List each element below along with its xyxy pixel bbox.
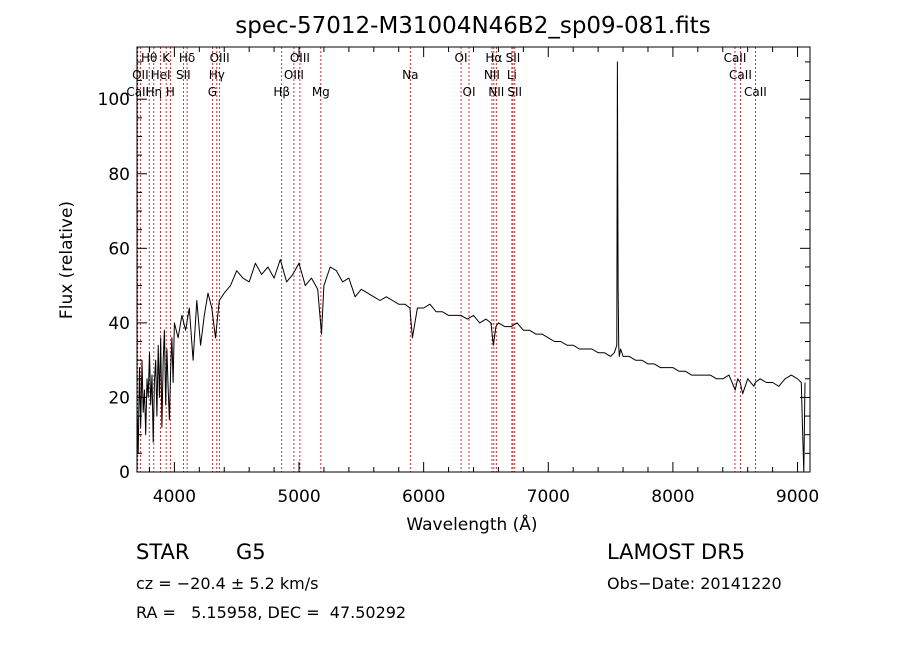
- spectral-line-label: Hγ: [209, 68, 225, 82]
- x-axis-ticks: 4000 5000 6000 7000 8000 9000: [148, 47, 819, 507]
- y-tick-label: 100: [98, 90, 130, 110]
- object-subclass: G5: [236, 540, 266, 564]
- y-tick-label: 80: [108, 165, 130, 185]
- spectral-line-label: SII: [507, 85, 522, 99]
- spectral-line-label: Hα: [485, 51, 502, 65]
- spectral-line-label: H: [166, 85, 175, 99]
- survey-name: LAMOST DR5: [607, 540, 746, 564]
- y-tick-label: 20: [108, 388, 130, 408]
- spectral-line-label: NII: [484, 68, 500, 82]
- spectral-line-label: G: [208, 85, 217, 99]
- y-axis-label: Flux (relative): [57, 201, 77, 319]
- spectral-line-label: OIII: [210, 51, 230, 65]
- spectral-line-markers: [137, 47, 756, 472]
- spectral-line-label: HeI: [151, 68, 171, 82]
- spectrum-line: [136, 61, 806, 473]
- object-class: STAR: [136, 540, 190, 564]
- spectral-line-label: Hη: [146, 85, 163, 99]
- spectral-line-label: CaII: [724, 51, 747, 65]
- obs-date: Obs−Date: 20141220: [607, 574, 782, 593]
- spectral-line-label: CaII: [126, 85, 149, 99]
- spectral-line-label: SII: [506, 51, 521, 65]
- x-tick-label: 7000: [527, 487, 570, 507]
- spectral-line-label: Mg: [312, 85, 330, 99]
- y-tick-label: 60: [108, 239, 130, 259]
- redshift-cz: cz = −20.4 ± 5.2 km/s: [136, 574, 319, 593]
- x-tick-label: 4000: [153, 487, 196, 507]
- y-tick-label: 0: [119, 463, 130, 483]
- coordinates: RA = 5.15958, DEC = 47.50292: [136, 603, 407, 622]
- x-tick-label: 9000: [776, 487, 819, 507]
- x-tick-label: 5000: [277, 487, 320, 507]
- spectral-line-label: OIII: [284, 68, 304, 82]
- spectral-line-label: NII: [488, 85, 504, 99]
- plot-frame: [136, 46, 811, 473]
- spectral-line-label: OI: [463, 85, 476, 99]
- x-tick-label: 8000: [651, 487, 694, 507]
- spectral-line-label: OIII: [290, 51, 310, 65]
- x-axis-label: Wavelength (Å): [406, 513, 537, 535]
- chart-title: spec-57012-M31004N46B2_sp09-081.fits: [235, 13, 710, 39]
- spectral-line-label: OI: [455, 51, 468, 65]
- spectral-line-label: K: [162, 51, 171, 65]
- y-axis-ticks: 0 20 40 60 80 100: [98, 61, 810, 483]
- spectral-line-label: Hβ: [273, 85, 290, 99]
- spectral-line-label: Li: [507, 68, 517, 82]
- spectral-line-label: CaII: [729, 68, 752, 82]
- spectral-line-label: SII: [176, 68, 191, 82]
- spectral-line-label: CaII: [744, 85, 767, 99]
- x-tick-label: 6000: [402, 487, 445, 507]
- spectral-line-label: Hδ: [179, 51, 195, 65]
- spectral-line-label: OII: [132, 68, 149, 82]
- spectral-line-label: Na: [402, 68, 418, 82]
- y-tick-label: 40: [108, 314, 130, 334]
- spectral-line-label: Hθ: [141, 51, 157, 65]
